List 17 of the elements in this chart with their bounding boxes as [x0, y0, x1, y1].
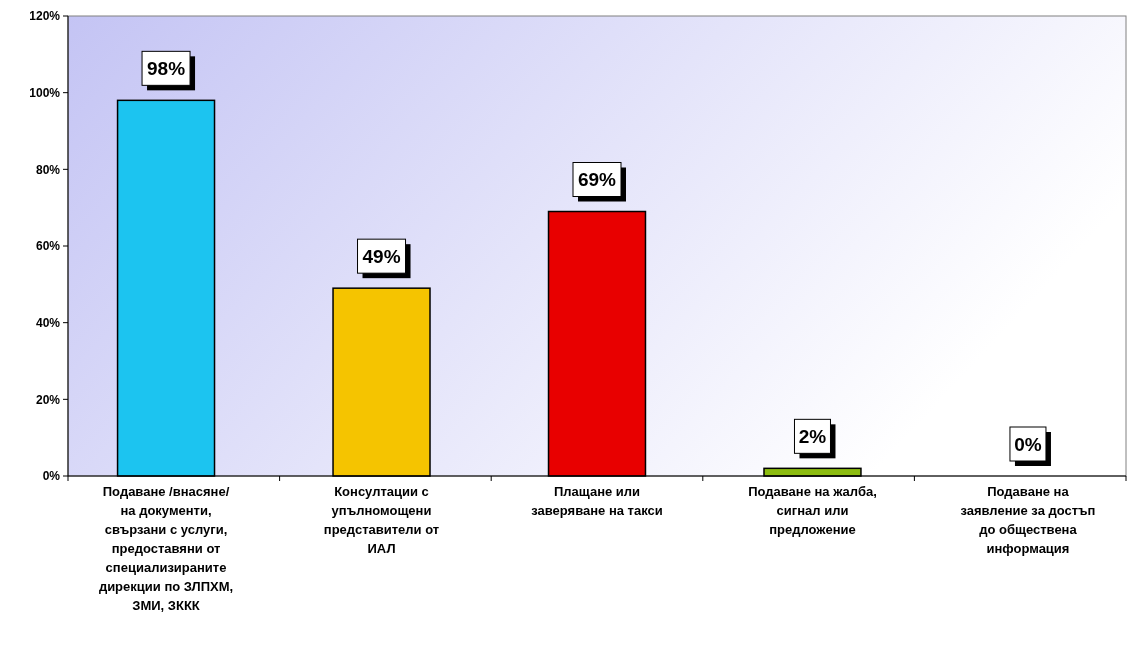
data-label: 98%	[147, 57, 186, 79]
x-tick-label: Подаване на жалба, сигнал или предложение	[748, 484, 877, 537]
y-tick-label: 60%	[35, 239, 61, 254]
data-label: 0%	[1014, 433, 1042, 455]
y-tick-label: 120%	[29, 9, 61, 24]
data-label: 2%	[798, 425, 827, 447]
data-label: 49%	[362, 245, 401, 267]
x-tick-label: Подаване на заявление за достъп до обществена информация	[960, 484, 1096, 556]
y-tick-label: 0%	[42, 469, 61, 484]
data-label: 69%	[577, 169, 617, 191]
y-tick-label: 20%	[35, 392, 61, 407]
x-tick-label: Плащане или заверяване на такси	[531, 484, 663, 518]
x-tick-label: Подаване /внасяне/ на документи, свързани с услуги, предоставяни от специализираните дирекции по ЗЛПХМ, ЗМИ, ЗККК	[98, 484, 234, 613]
x-tick-label: Консултации с упълномощени представители от ИАЛ	[323, 484, 440, 556]
y-tick-label: 100%	[29, 85, 61, 100]
y-tick-label: 40%	[35, 315, 61, 330]
y-tick-label: 80%	[35, 162, 61, 177]
